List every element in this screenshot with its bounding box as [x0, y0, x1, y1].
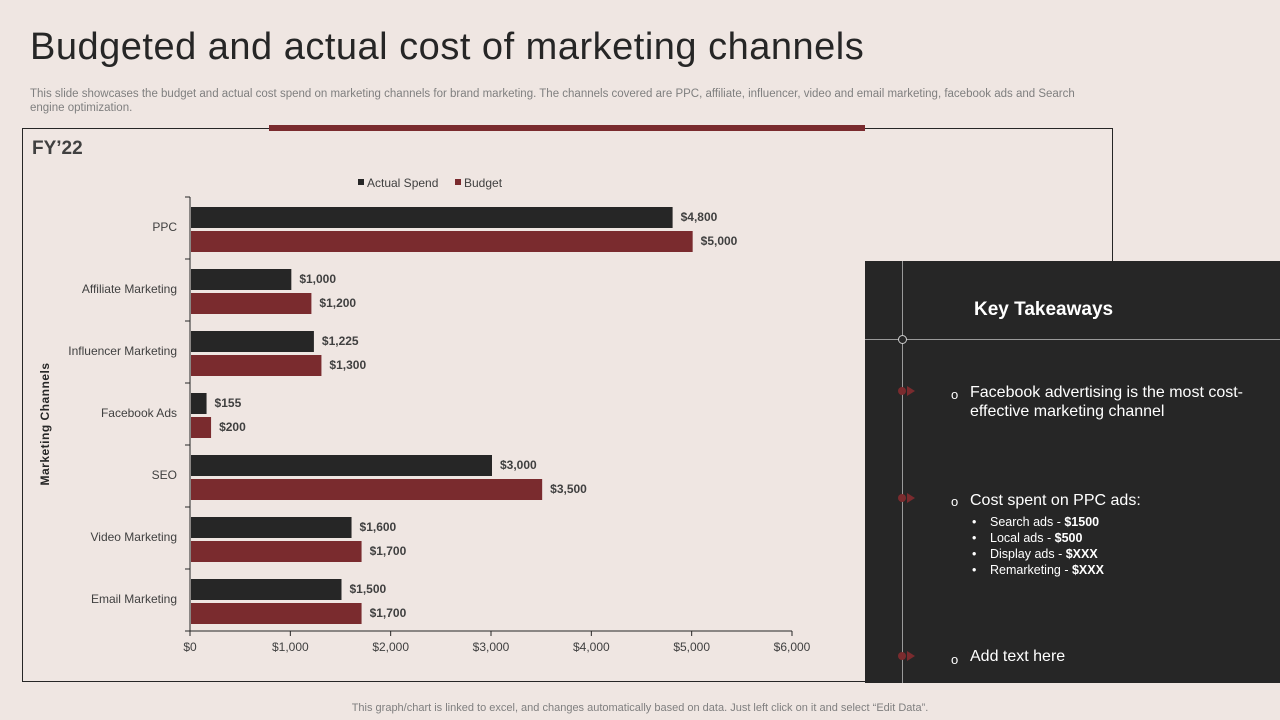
bar-budget: [191, 541, 362, 562]
x-tick-label: $6,000: [774, 640, 811, 654]
legend-swatch: [358, 179, 364, 185]
panel-horizontal-line: [865, 339, 1280, 340]
accent-bar: [269, 125, 865, 131]
y-category-label: Facebook Ads: [101, 406, 177, 420]
key-takeaways-panel: [865, 261, 1280, 683]
data-label: $1,700: [370, 544, 407, 558]
y-category-label: Email Marketing: [91, 592, 177, 606]
data-label: $155: [215, 396, 242, 410]
list-item: Search ads - $1500: [972, 514, 1104, 530]
takeaway-point-1-line-1: Facebook advertising is the most cost-: [970, 384, 1244, 401]
page-subtitle: This slide showcases the budget and actu…: [30, 88, 1075, 114]
panel-vertical-line: [902, 261, 903, 683]
circle-bullet-icon: o: [951, 387, 959, 402]
data-label: $1,300: [329, 358, 366, 372]
bar-actual: [191, 517, 352, 538]
data-label: $1,600: [360, 520, 397, 534]
data-label: $3,500: [550, 482, 587, 496]
bar-actual: [191, 393, 207, 414]
bar-budget: [191, 355, 322, 376]
bar-budget: [191, 479, 543, 500]
list-item: Local ads - $500: [972, 530, 1104, 546]
page-title: Budgeted and actual cost of marketing ch…: [30, 26, 865, 68]
bar-actual: [191, 207, 673, 228]
x-tick-label: $0: [183, 640, 197, 654]
bar-budget: [191, 603, 362, 624]
takeaway-point-1-line-2: effective marketing channel: [970, 403, 1165, 420]
y-category-label: Affiliate Marketing: [82, 282, 177, 296]
key-takeaways-title: Key Takeaways: [974, 299, 1114, 320]
data-label: $1,000: [299, 272, 336, 286]
arrow-marker-icon: [898, 386, 920, 396]
x-tick-label: $3,000: [473, 640, 510, 654]
list-item: Display ads - $XXX: [972, 546, 1104, 562]
x-tick-label: $4,000: [573, 640, 610, 654]
data-label: $1,225: [322, 334, 359, 348]
data-label: $1,700: [370, 606, 407, 620]
legend-label: Actual Spend: [367, 176, 438, 190]
ppc-subpoints-list: Search ads - $1500 Local ads - $500 Disp…: [972, 514, 1104, 578]
bar-budget: [191, 231, 693, 252]
bar-actual: [191, 331, 314, 352]
x-tick-label: $2,000: [372, 640, 409, 654]
x-tick-label: $1,000: [272, 640, 309, 654]
data-label: $4,800: [681, 210, 718, 224]
list-item: Remarketing - $XXX: [972, 562, 1104, 578]
circle-bullet-icon: o: [951, 494, 959, 509]
takeaway-point-1: Facebook advertising is the most cost- e…: [970, 383, 1260, 421]
bar-actual: [191, 269, 292, 290]
bar-budget: [191, 293, 312, 314]
legend-swatch: [455, 179, 461, 185]
takeaway-point-3: Add text here: [970, 648, 1066, 665]
footer-note: This graph/chart is linked to excel, and…: [351, 702, 929, 714]
data-label: $3,000: [500, 458, 537, 472]
panel-node-circle: [898, 335, 907, 344]
circle-bullet-icon: o: [951, 652, 959, 667]
bar-budget: [191, 417, 212, 438]
bar-actual: [191, 455, 492, 476]
data-label: $1,200: [319, 296, 356, 310]
arrow-marker-icon: [898, 651, 920, 661]
bar-actual: [191, 579, 342, 600]
y-category-label: Influencer Marketing: [68, 344, 177, 358]
y-category-label: Video Marketing: [91, 530, 178, 544]
y-category-label: SEO: [152, 468, 177, 482]
chart-period-label: FY’22: [32, 138, 83, 159]
data-label: $5,000: [701, 234, 738, 248]
takeaway-point-2: Cost spent on PPC ads:: [970, 492, 1141, 509]
y-category-label: PPC: [152, 220, 177, 234]
x-tick-label: $5,000: [673, 640, 710, 654]
y-axis-title: Marketing Channels: [38, 362, 52, 485]
data-label: $200: [219, 420, 246, 434]
data-label: $1,500: [350, 582, 387, 596]
arrow-marker-icon: [898, 493, 920, 503]
legend-label: Budget: [464, 176, 503, 190]
